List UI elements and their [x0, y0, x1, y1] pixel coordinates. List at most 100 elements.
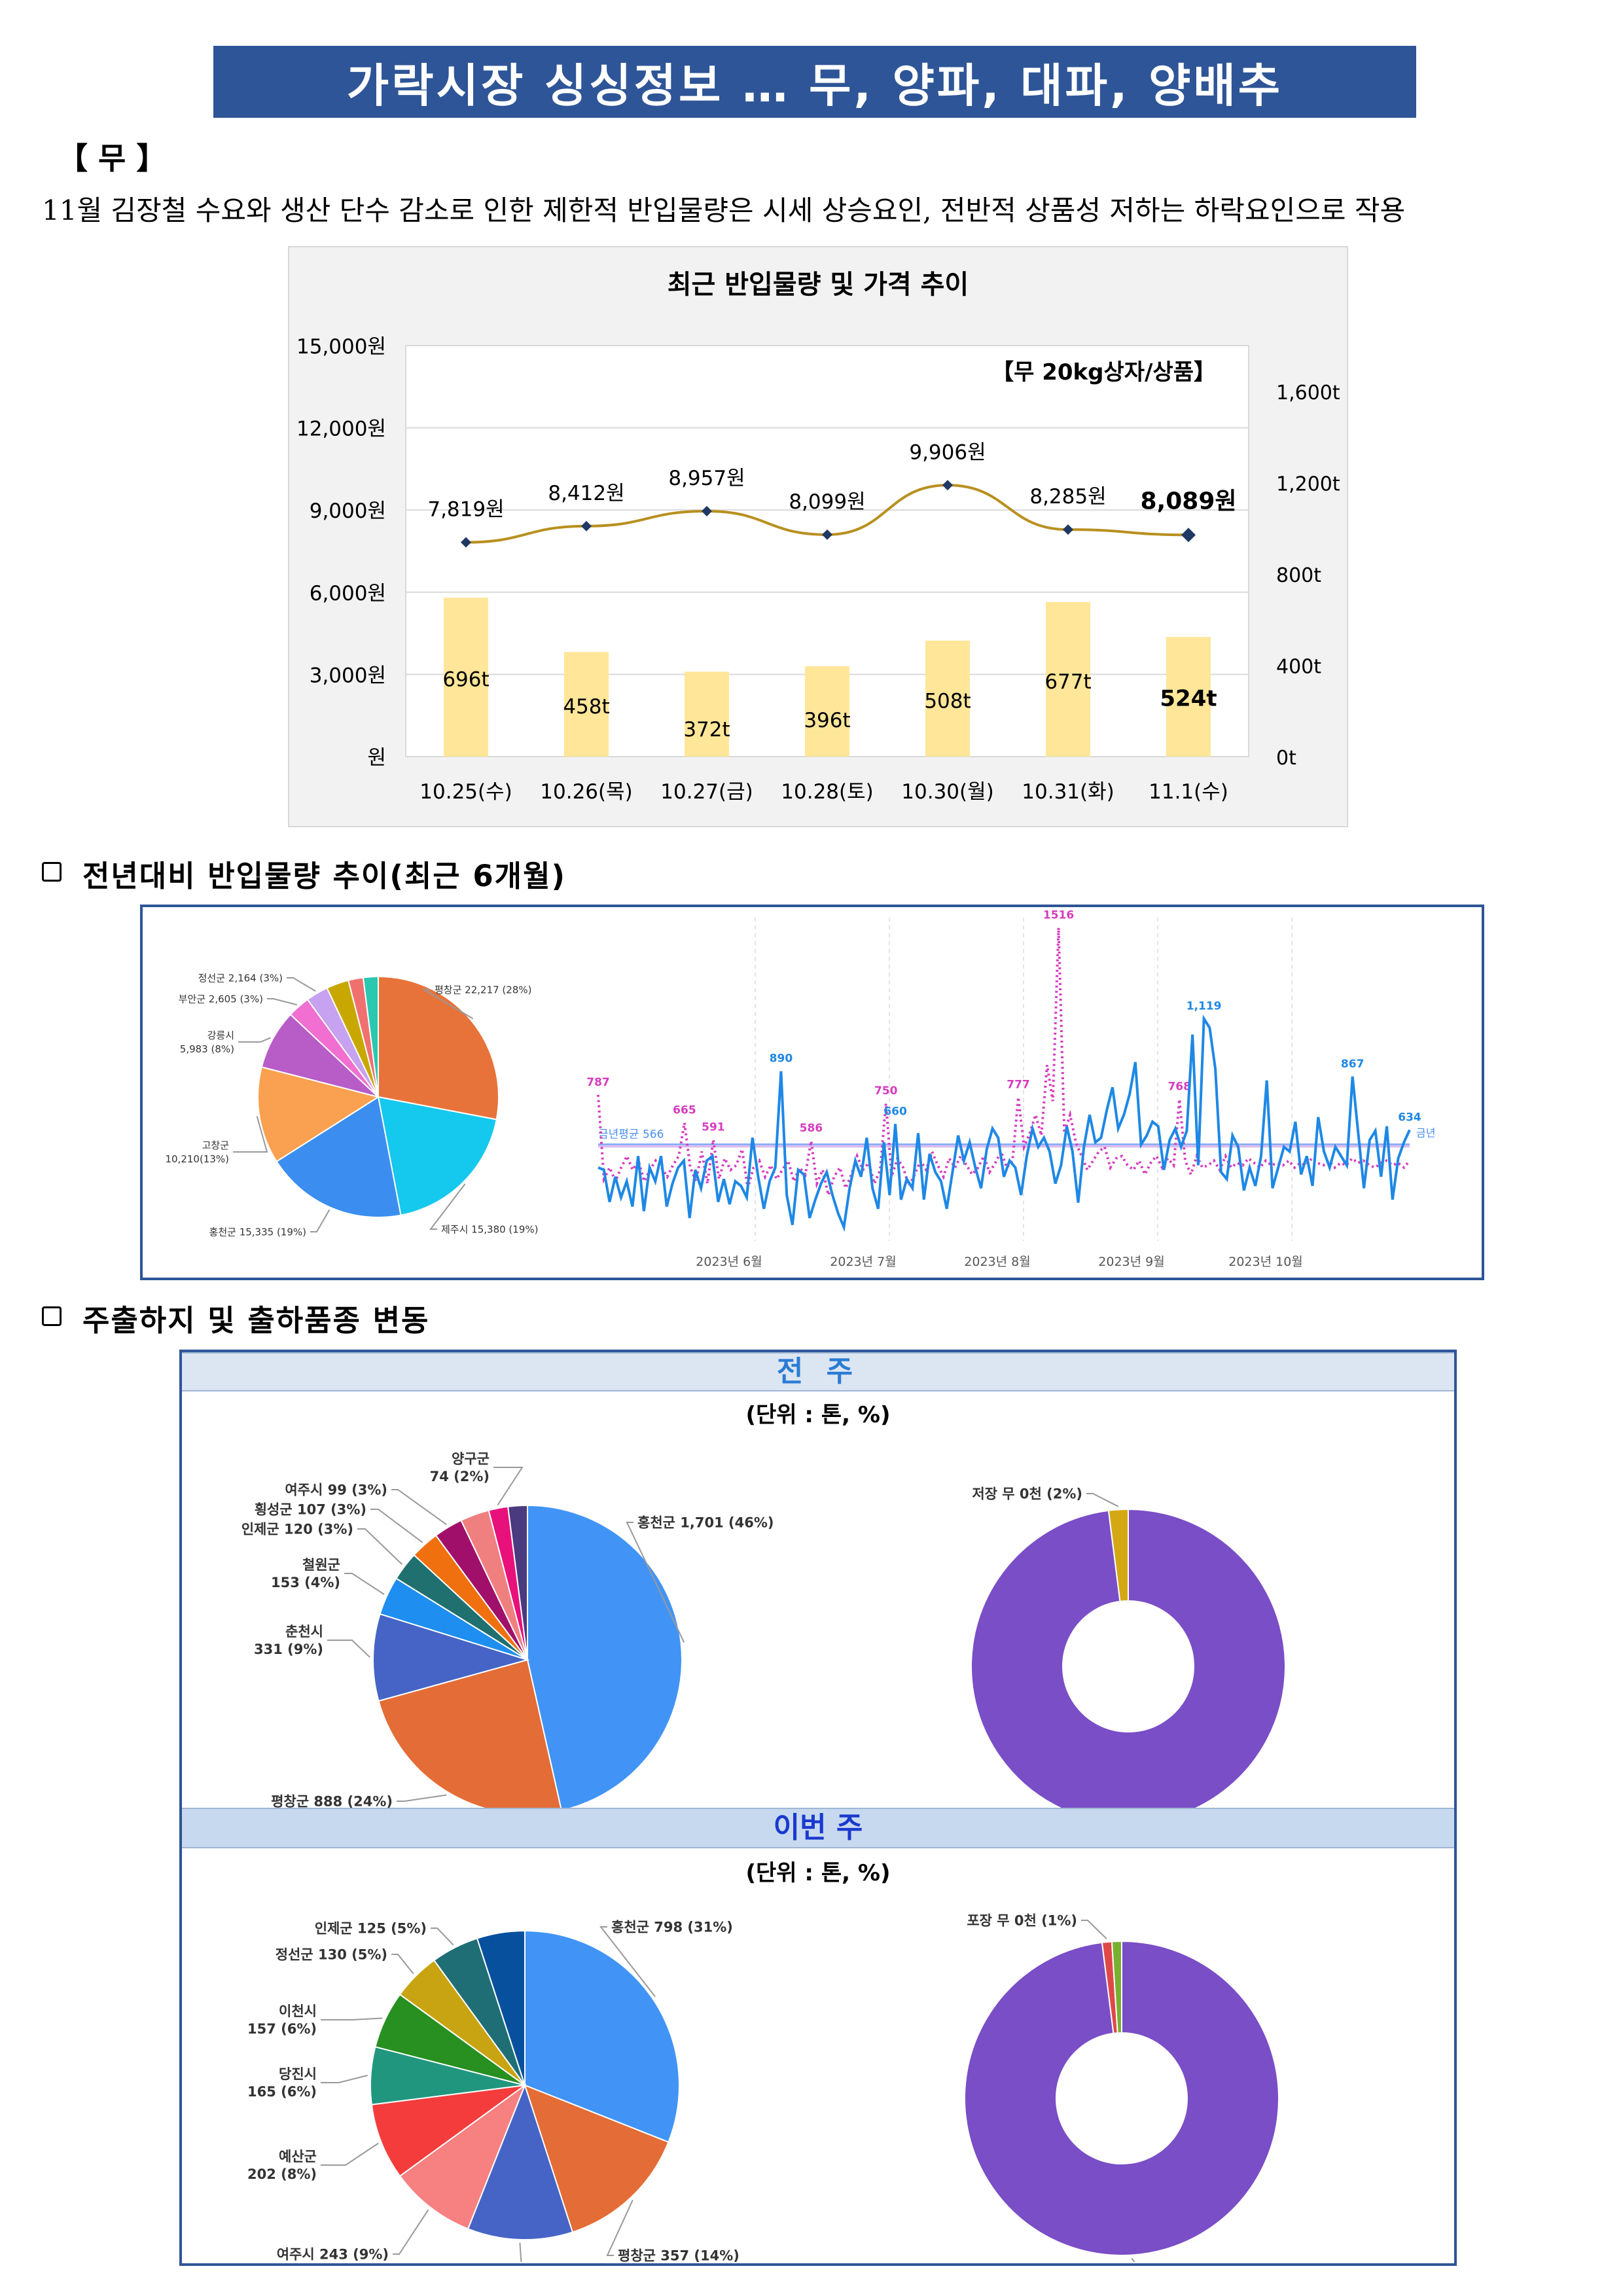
leader-line — [606, 2200, 633, 2256]
series-label: 787 — [586, 1076, 610, 1089]
prev-week-band: 전 주 — [182, 1352, 1454, 1391]
slice-label: 165 (6%) — [247, 2084, 317, 2100]
prev-donut-slice — [1107, 1508, 1129, 1602]
y-left-tick: 12,000원 — [296, 418, 386, 441]
volume-bar — [444, 598, 488, 757]
slice-label: 평창군 22,217 (28%) — [435, 984, 531, 996]
curr-pie-slice — [476, 1929, 526, 2086]
chart-title: 최근 반입물량 및 가격 추이 — [668, 270, 969, 300]
y-left-tick: 3,000원 — [310, 664, 386, 687]
x-tick-label: 10.27(금) — [660, 780, 753, 804]
yoy-line-chart: 2023년 6월 2023년 7월 2023년 8월 2023년 9월 2023년 10… — [586, 908, 1435, 1269]
series-label: 890 — [770, 1052, 793, 1066]
chart-legend: 【무 20kg상자/상품】 — [991, 359, 1216, 386]
slice-label: 인제군 120 (3%) — [241, 1521, 353, 1537]
slice-label: 강릉시 — [207, 1030, 234, 1041]
volume-label: 696t — [442, 668, 489, 692]
slice-label: 고창군 — [202, 1139, 230, 1151]
price-label: 8,285원 — [1029, 485, 1106, 509]
leader-line — [327, 1640, 371, 1658]
slice-label: 홍천군 798 (31%) — [611, 1919, 733, 1935]
x-tick-label: 10.30(월) — [901, 780, 993, 804]
slice-label: 양구군 — [452, 1451, 490, 1467]
y-right-tick: 1,600t — [1276, 382, 1340, 404]
leader-line — [1081, 1920, 1107, 1940]
prev-pie-slice — [372, 1613, 530, 1702]
slice-label: 횡성군 107 (3%) — [255, 1501, 366, 1517]
leader-line — [493, 1467, 524, 1506]
leader-line — [393, 2209, 429, 2255]
leader-line — [626, 1522, 685, 1643]
prev-donut-slice — [970, 1508, 1286, 1817]
volume-label: 372t — [683, 718, 730, 742]
leader-line — [357, 1528, 403, 1565]
x-tick-label: 10.28(토) — [781, 780, 873, 804]
leader-line — [310, 1209, 330, 1232]
curr-donut-slice — [1111, 1940, 1122, 2034]
y-left-tick: 원 — [367, 746, 386, 770]
leader-line — [391, 1954, 414, 1975]
shipping-title: 주출하지 및 출하품종 변동 — [82, 1303, 430, 1338]
x-tick-label: 11.1(수) — [1149, 780, 1228, 804]
leader-line — [238, 1037, 271, 1043]
series-label: 586 — [800, 1122, 823, 1135]
price-marker — [1063, 524, 1073, 535]
yoy-pie-slice — [377, 1096, 497, 1216]
last-year-line — [597, 927, 1411, 1200]
volume-label: 524t — [1160, 686, 1217, 712]
price-label: 8,957원 — [668, 467, 745, 490]
slice-label: 10,210(13%) — [165, 1153, 229, 1165]
slice-label: 춘천시 — [285, 1624, 323, 1640]
slice-label: 정선군 2,164 (3%) — [198, 972, 283, 984]
curr-pie-slice — [399, 2083, 527, 2230]
slice-label: 평창군 357 (14%) — [618, 2248, 740, 2262]
x-tick-label: 2023년 8월 — [964, 1255, 1030, 1269]
slice-label: 부안군 2,605 (3%) — [179, 993, 263, 1005]
x-tick-label: 10.26(목) — [540, 780, 632, 804]
this-week-band: 이번 주 — [182, 1808, 1454, 1848]
yoy-pie-slice — [276, 1096, 402, 1218]
price-volume-svg: 최근 반입물량 및 가격 추이 15,000원 12,000원 9,000원 6,000… — [296, 270, 1340, 804]
slice-label: 정선군 130 (5%) — [276, 1946, 387, 1962]
slice-label: 이천시 — [279, 2003, 317, 2019]
page-title: 가락시장 싱싱정보 … 무, 양파, 대파, 양배추 — [213, 46, 1416, 118]
leader-line — [370, 1509, 423, 1543]
series-label: 1516 — [1043, 908, 1074, 922]
slice-label: 홍천군 1,701 (46%) — [637, 1515, 774, 1530]
volume-label: 458t — [563, 695, 609, 719]
volume-label: 396t — [804, 709, 850, 732]
leader-line — [519, 2242, 522, 2262]
yoy-pie-slice — [257, 1066, 380, 1162]
slice-label: 제주시 15,380 (19%) — [441, 1223, 538, 1235]
leader-line — [267, 998, 298, 1006]
x-tick-label: 10.31(화) — [1022, 780, 1114, 804]
price-volume-chart: 최근 반입물량 및 가격 추이 15,000원 12,000원 9,000원 6,000… — [288, 246, 1348, 827]
y-right-tick: 0t — [1276, 747, 1296, 770]
prev-unit-label: (단위 : 톤, %) — [745, 1402, 891, 1428]
volume-bar — [564, 652, 609, 757]
legend-label: 금년 — [1416, 1126, 1435, 1139]
volume-label: 677t — [1044, 670, 1091, 694]
leader-line — [431, 1928, 454, 1946]
section-summary: 11월 김장철 수요와 생산 단수 감소로 인한 제한적 반입물량은 시세 상승… — [42, 194, 1406, 226]
yoy-pie-slice — [260, 1013, 379, 1098]
slice-label: 331 (9%) — [254, 1641, 323, 1657]
price-marker — [1181, 528, 1196, 543]
price-label: 7,819원 — [427, 498, 504, 522]
curr-pie-slice — [370, 2085, 526, 2178]
shipping-panel: 전 주 (단위 : 톤, %) 홍천군 1,701 (46%) 평창군 888 (… — [179, 1350, 1457, 2266]
price-label: 8,412원 — [548, 482, 624, 505]
curr-pie-slice — [524, 1929, 680, 2144]
yoy-pie-slice — [378, 975, 499, 1121]
slice-label: 여주시 99 (3%) — [285, 1482, 387, 1498]
prev-variety-donut: 김장 무 4천 (98%)저장 무 0천 (2%) — [970, 1486, 1286, 1817]
section-label: 【 무 】 — [58, 141, 167, 176]
slice-label: 5,983 (8%) — [180, 1043, 234, 1055]
price-marker — [461, 537, 471, 548]
series-label: 750 — [874, 1085, 898, 1098]
volume-bar — [925, 640, 970, 757]
x-tick-label: 2023년 9월 — [1098, 1255, 1164, 1269]
leader-line — [397, 1794, 447, 1802]
yoy-pie-chart: 평창군 22,217 (28%) 제주시 15,380 (19%) 홍천군 15,3… — [165, 972, 538, 1238]
slice-label: 74 (2%) — [430, 1469, 490, 1484]
